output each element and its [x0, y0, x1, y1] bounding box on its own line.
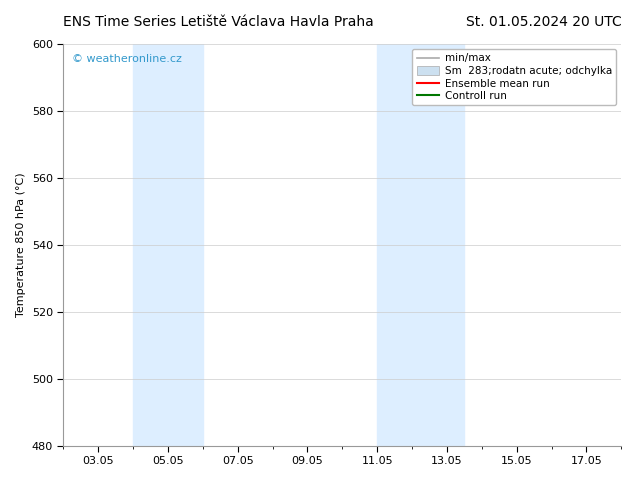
Y-axis label: Temperature 850 hPa (°C): Temperature 850 hPa (°C)	[16, 172, 26, 318]
Bar	[133, 44, 203, 446]
Text: St. 01.05.2024 20 UTC: St. 01.05.2024 20 UTC	[465, 15, 621, 29]
Text: © weatheronline.cz: © weatheronline.cz	[72, 54, 182, 64]
Legend: min/max, Sm  283;rodatn acute; odchylka, Ensemble mean run, Controll run: min/max, Sm 283;rodatn acute; odchylka, …	[412, 49, 616, 105]
Bar	[377, 44, 464, 446]
Text: ENS Time Series Letiště Václava Havla Praha: ENS Time Series Letiště Václava Havla Pr…	[63, 15, 374, 29]
